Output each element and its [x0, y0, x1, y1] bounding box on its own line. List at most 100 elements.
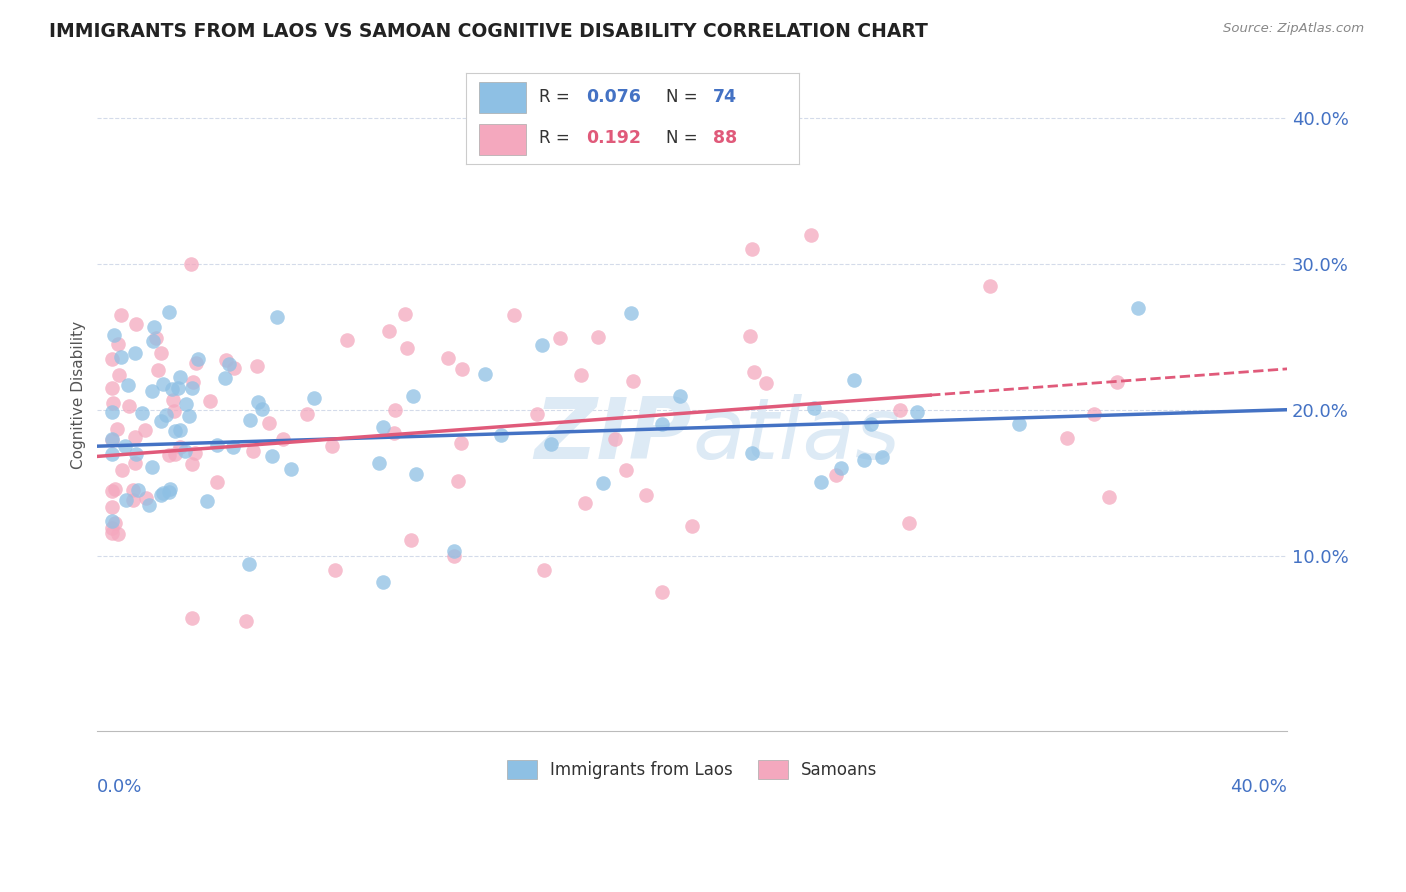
Point	[163, 404, 186, 418]
Point	[179, 409, 201, 423]
Point	[169, 370, 191, 384]
Point	[405, 467, 427, 482]
Point	[614, 462, 637, 476]
Point	[141, 384, 163, 399]
Point	[214, 352, 236, 367]
Point	[157, 305, 180, 319]
Point	[273, 433, 295, 447]
Point	[131, 405, 153, 419]
Point	[540, 437, 562, 451]
Text: Source: ZipAtlas.com: Source: ZipAtlas.com	[1223, 22, 1364, 36]
Point	[101, 433, 124, 447]
Point	[897, 516, 920, 530]
Point	[221, 441, 243, 455]
Point	[107, 527, 129, 541]
Point	[181, 611, 204, 625]
Point	[125, 317, 148, 331]
Point	[157, 449, 180, 463]
Point	[166, 380, 188, 394]
Point	[163, 424, 186, 438]
Point	[336, 333, 359, 347]
Point	[157, 484, 180, 499]
Point	[162, 382, 184, 396]
Point	[174, 397, 197, 411]
Point	[107, 368, 129, 383]
Point	[207, 475, 229, 489]
Point	[149, 346, 172, 360]
Point	[636, 488, 658, 502]
Point	[146, 363, 169, 377]
Point	[621, 374, 644, 388]
Point	[142, 334, 165, 348]
Point	[122, 493, 145, 508]
Point	[252, 402, 274, 417]
Point	[620, 306, 643, 320]
Point	[803, 401, 825, 416]
Point	[741, 242, 763, 256]
Point	[741, 446, 763, 460]
Point	[280, 462, 302, 476]
Point	[181, 375, 204, 389]
Text: 40.0%: 40.0%	[1230, 778, 1286, 796]
Point	[450, 436, 472, 450]
Point	[825, 467, 848, 482]
Point	[905, 404, 928, 418]
Point	[138, 498, 160, 512]
Point	[402, 389, 425, 403]
Point	[101, 521, 124, 535]
Point	[187, 352, 209, 367]
Point	[150, 488, 173, 502]
Point	[124, 430, 146, 444]
Point	[323, 563, 346, 577]
Point	[152, 486, 174, 500]
Point	[247, 395, 270, 409]
Point	[155, 408, 177, 422]
Point	[437, 351, 460, 366]
Point	[101, 447, 124, 461]
Point	[104, 516, 127, 530]
Point	[104, 482, 127, 496]
Point	[321, 439, 343, 453]
Point	[368, 457, 391, 471]
Point	[651, 585, 673, 599]
Point	[266, 310, 288, 324]
Point	[489, 427, 512, 442]
Point	[394, 307, 416, 321]
Point	[1128, 301, 1150, 315]
Point	[574, 496, 596, 510]
Y-axis label: Cognitive Disability: Cognitive Disability	[72, 321, 86, 469]
Point	[373, 420, 395, 434]
Point	[135, 491, 157, 505]
Point	[163, 447, 186, 461]
Point	[592, 475, 614, 490]
Point	[1008, 417, 1031, 432]
Point	[124, 456, 146, 470]
Text: 0.0%: 0.0%	[97, 778, 143, 796]
Point	[384, 402, 406, 417]
Point	[117, 399, 139, 413]
Point	[302, 391, 325, 405]
Legend: Immigrants from Laos, Samoans: Immigrants from Laos, Samoans	[501, 754, 884, 786]
Point	[224, 360, 246, 375]
Point	[183, 446, 205, 460]
Point	[1098, 491, 1121, 505]
Point	[105, 422, 128, 436]
Point	[111, 463, 134, 477]
Point	[238, 557, 260, 571]
Point	[152, 376, 174, 391]
Point	[755, 376, 778, 390]
Point	[681, 519, 703, 533]
Point	[242, 444, 264, 458]
Point	[124, 345, 146, 359]
Point	[395, 341, 418, 355]
Point	[651, 417, 673, 432]
Point	[235, 614, 257, 628]
Point	[742, 365, 765, 379]
Point	[474, 367, 496, 381]
Point	[141, 460, 163, 475]
Point	[195, 494, 218, 508]
Point	[371, 574, 394, 589]
Point	[101, 395, 124, 409]
Point	[214, 371, 236, 385]
Point	[853, 453, 876, 467]
